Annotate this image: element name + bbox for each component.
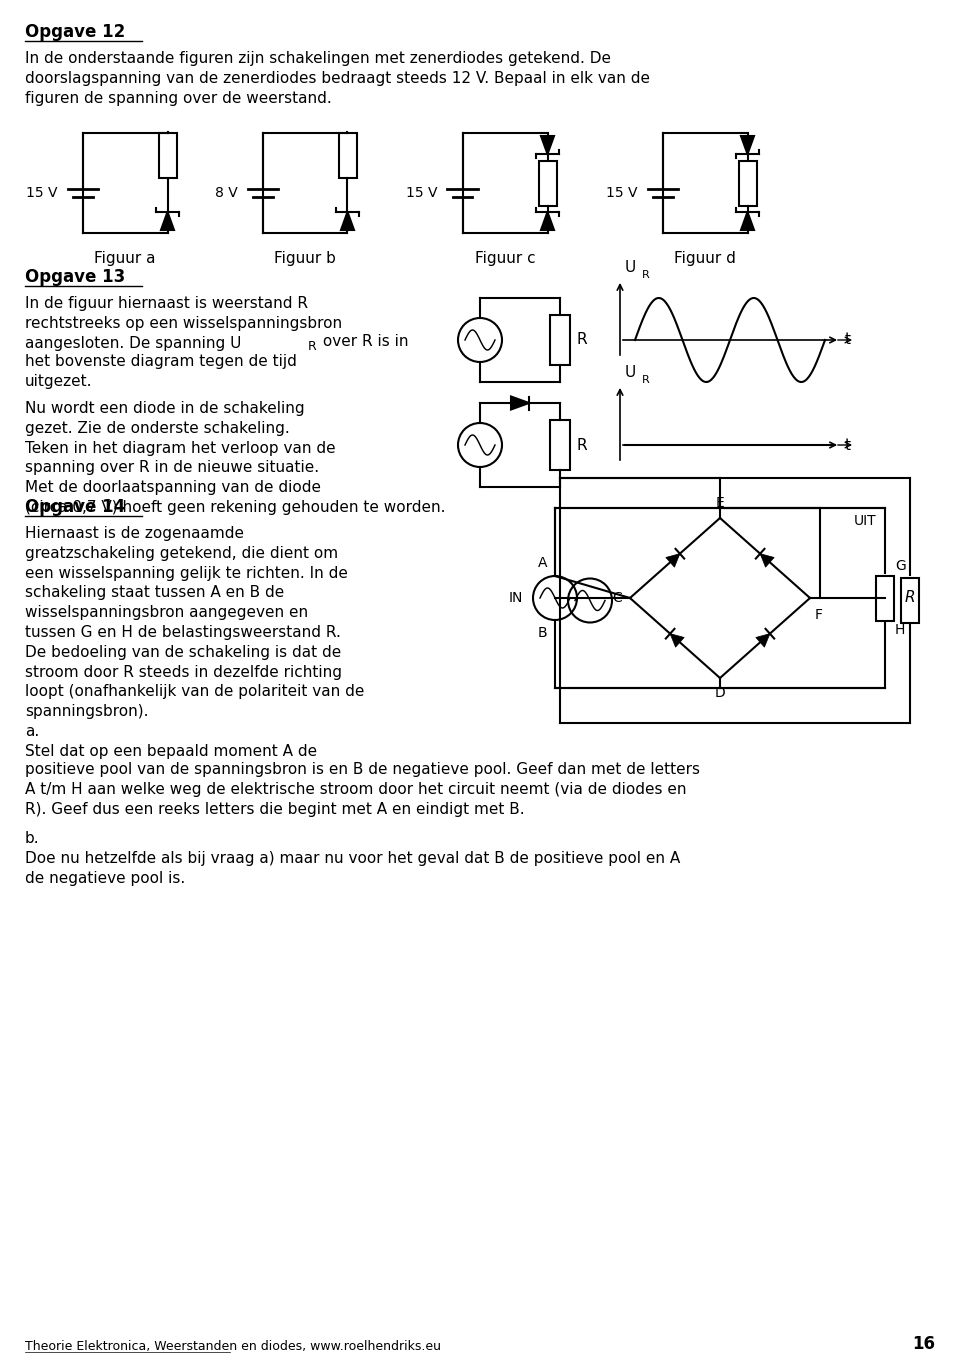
Text: positieve pool van de spanningsbron is en B de negatieve pool. Geef dan met de l: positieve pool van de spanningsbron is e… bbox=[25, 762, 700, 817]
Text: Figuur c: Figuur c bbox=[474, 250, 536, 265]
Text: F: F bbox=[815, 607, 823, 622]
Text: R: R bbox=[308, 341, 317, 353]
Text: Figuur d: Figuur d bbox=[674, 250, 736, 265]
Text: 8 V: 8 V bbox=[215, 186, 237, 200]
Bar bbox=[901, 579, 919, 622]
Text: t: t bbox=[845, 438, 851, 453]
Text: 16: 16 bbox=[912, 1335, 935, 1353]
Text: R: R bbox=[905, 591, 916, 606]
Text: Nu wordt een diode in de schakeling
gezet. Zie de onderste schakeling.
Teken in : Nu wordt een diode in de schakeling geze… bbox=[25, 401, 445, 514]
Bar bbox=[158, 133, 177, 178]
Text: R: R bbox=[642, 375, 650, 384]
Text: 15 V: 15 V bbox=[406, 186, 438, 200]
Text: R: R bbox=[642, 269, 650, 280]
Bar bbox=[339, 133, 356, 178]
Polygon shape bbox=[161, 212, 174, 230]
Text: In de onderstaande figuren zijn schakelingen met zenerdiodes getekend. De
doorsl: In de onderstaande figuren zijn schakeli… bbox=[25, 51, 650, 105]
Bar bbox=[876, 576, 894, 621]
Polygon shape bbox=[670, 633, 684, 647]
Text: Theorie Elektronica, Weerstanden en diodes, www.roelhendriks.eu: Theorie Elektronica, Weerstanden en diod… bbox=[25, 1341, 441, 1353]
Text: het bovenste diagram tegen de tijd
uitgezet.: het bovenste diagram tegen de tijd uitge… bbox=[25, 354, 297, 389]
Text: H: H bbox=[895, 622, 905, 637]
Bar bbox=[550, 420, 570, 471]
Text: U: U bbox=[625, 260, 636, 275]
Text: 15 V: 15 V bbox=[26, 186, 58, 200]
Polygon shape bbox=[541, 135, 554, 155]
Polygon shape bbox=[341, 212, 354, 230]
Text: 15 V: 15 V bbox=[606, 186, 637, 200]
Polygon shape bbox=[741, 212, 754, 230]
Text: UIT: UIT bbox=[853, 514, 876, 528]
Text: R: R bbox=[577, 332, 588, 347]
Polygon shape bbox=[760, 554, 774, 568]
Text: G: G bbox=[895, 560, 905, 573]
Polygon shape bbox=[741, 135, 754, 155]
Polygon shape bbox=[756, 633, 770, 647]
Text: t: t bbox=[845, 332, 851, 347]
Text: Figuur a: Figuur a bbox=[94, 250, 156, 265]
Text: In de figuur hiernaast is weerstand R
rechtstreeks op een wisselspanningsbron
aa: In de figuur hiernaast is weerstand R re… bbox=[25, 295, 342, 350]
Text: b.: b. bbox=[25, 830, 39, 845]
Polygon shape bbox=[666, 554, 680, 568]
Text: over R is in: over R is in bbox=[318, 334, 409, 349]
Bar bbox=[539, 160, 557, 205]
Polygon shape bbox=[541, 212, 554, 230]
Text: Opgave 13: Opgave 13 bbox=[25, 268, 125, 286]
Text: Doe nu hetzelfde als bij vraag a) maar nu voor het geval dat B de positieve pool: Doe nu hetzelfde als bij vraag a) maar n… bbox=[25, 851, 681, 886]
Text: A: A bbox=[538, 555, 547, 570]
Text: Opgave 12: Opgave 12 bbox=[25, 23, 125, 41]
Text: Figuur b: Figuur b bbox=[274, 250, 336, 265]
Polygon shape bbox=[511, 397, 529, 409]
Text: C: C bbox=[612, 591, 622, 605]
Text: D: D bbox=[714, 685, 726, 700]
Bar bbox=[550, 315, 570, 365]
Text: Opgave 14: Opgave 14 bbox=[25, 498, 125, 516]
Text: Hiernaast is de zogenaamde
greatzschakeling getekend, die dient om
een wisselspa: Hiernaast is de zogenaamde greatzschakel… bbox=[25, 527, 365, 759]
Bar bbox=[738, 160, 756, 205]
Text: R: R bbox=[577, 438, 588, 453]
Text: U: U bbox=[625, 365, 636, 380]
Text: B: B bbox=[538, 627, 547, 640]
Text: IN: IN bbox=[509, 591, 523, 605]
Text: E: E bbox=[715, 497, 725, 510]
